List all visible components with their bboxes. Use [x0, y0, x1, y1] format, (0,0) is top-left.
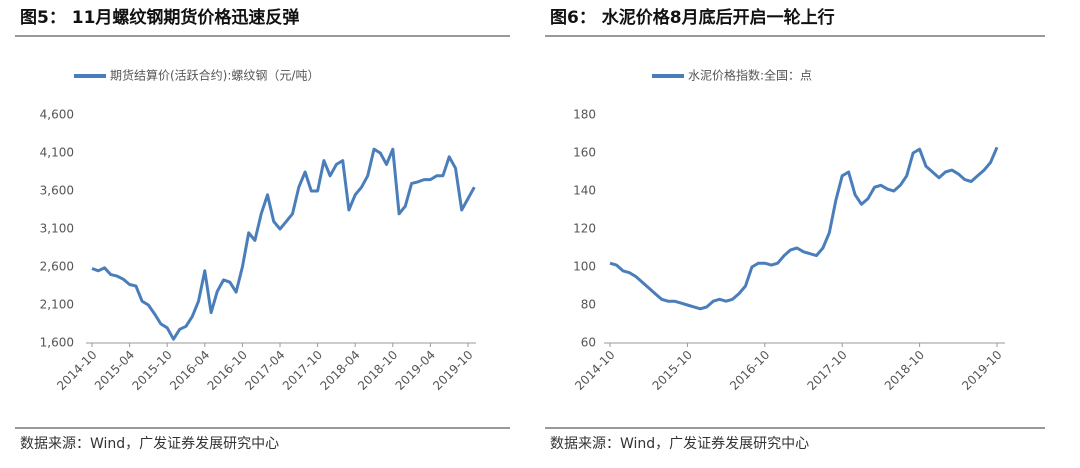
y-tick-label: 1,600 — [40, 336, 74, 350]
y-tick-label: 180 — [573, 108, 596, 122]
source-note: 数据来源：Wind，广发证券发展研究中心 — [550, 436, 809, 452]
y-tick-label: 80 — [581, 298, 596, 312]
y-tick-label: 120 — [573, 222, 596, 236]
y-tick-label: 140 — [573, 184, 596, 198]
x-tick-label: 2016-10 — [205, 348, 250, 393]
x-tick-label: 2016-04 — [167, 348, 212, 393]
y-tick-label: 2,600 — [40, 260, 74, 274]
x-tick-label: 2018-10 — [882, 348, 927, 393]
chart-title: 图5： 11月螺纹钢期货价格迅速反弹 — [20, 7, 299, 28]
legend-label: 水泥价格指数:全国：点 — [688, 68, 812, 83]
x-tick-label: 2015-10 — [650, 348, 695, 393]
x-tick-label: 2017-10 — [804, 348, 849, 393]
x-tick-label: 2015-04 — [92, 348, 137, 393]
chart-title: 图6： 水泥价格8月底后开启一轮上行 — [550, 7, 835, 28]
series-line — [609, 146, 999, 311]
x-tick-label: 2017-10 — [280, 348, 325, 393]
legend-label: 期货结算价(活跃合约):螺纹钢（元/吨） — [110, 68, 319, 83]
x-tick-label: 2016-10 — [727, 348, 772, 393]
y-tick-label: 4,100 — [40, 146, 74, 160]
y-tick-label: 3,100 — [40, 222, 74, 236]
x-tick-label: 2019-10 — [430, 348, 475, 393]
x-tick-label: 2015-10 — [129, 348, 174, 393]
source-note: 数据来源：Wind，广发证券发展研究中心 — [20, 436, 279, 452]
y-tick-label: 160 — [573, 146, 596, 160]
x-tick-label: 2017-04 — [242, 348, 287, 393]
y-tick-label: 3,600 — [40, 184, 74, 198]
x-tick-label: 2019-10 — [959, 348, 1004, 393]
x-tick-label: 2019-04 — [393, 348, 438, 393]
y-tick-label: 4,600 — [40, 108, 74, 122]
x-tick-label: 2014-10 — [54, 348, 99, 393]
x-tick-label: 2018-04 — [317, 348, 362, 393]
series-line — [91, 147, 476, 341]
y-tick-label: 60 — [581, 336, 596, 350]
y-tick-label: 2,100 — [40, 298, 74, 312]
y-tick-label: 100 — [573, 260, 596, 274]
x-tick-label: 2014-10 — [572, 348, 617, 393]
x-tick-label: 2018-10 — [355, 348, 400, 393]
